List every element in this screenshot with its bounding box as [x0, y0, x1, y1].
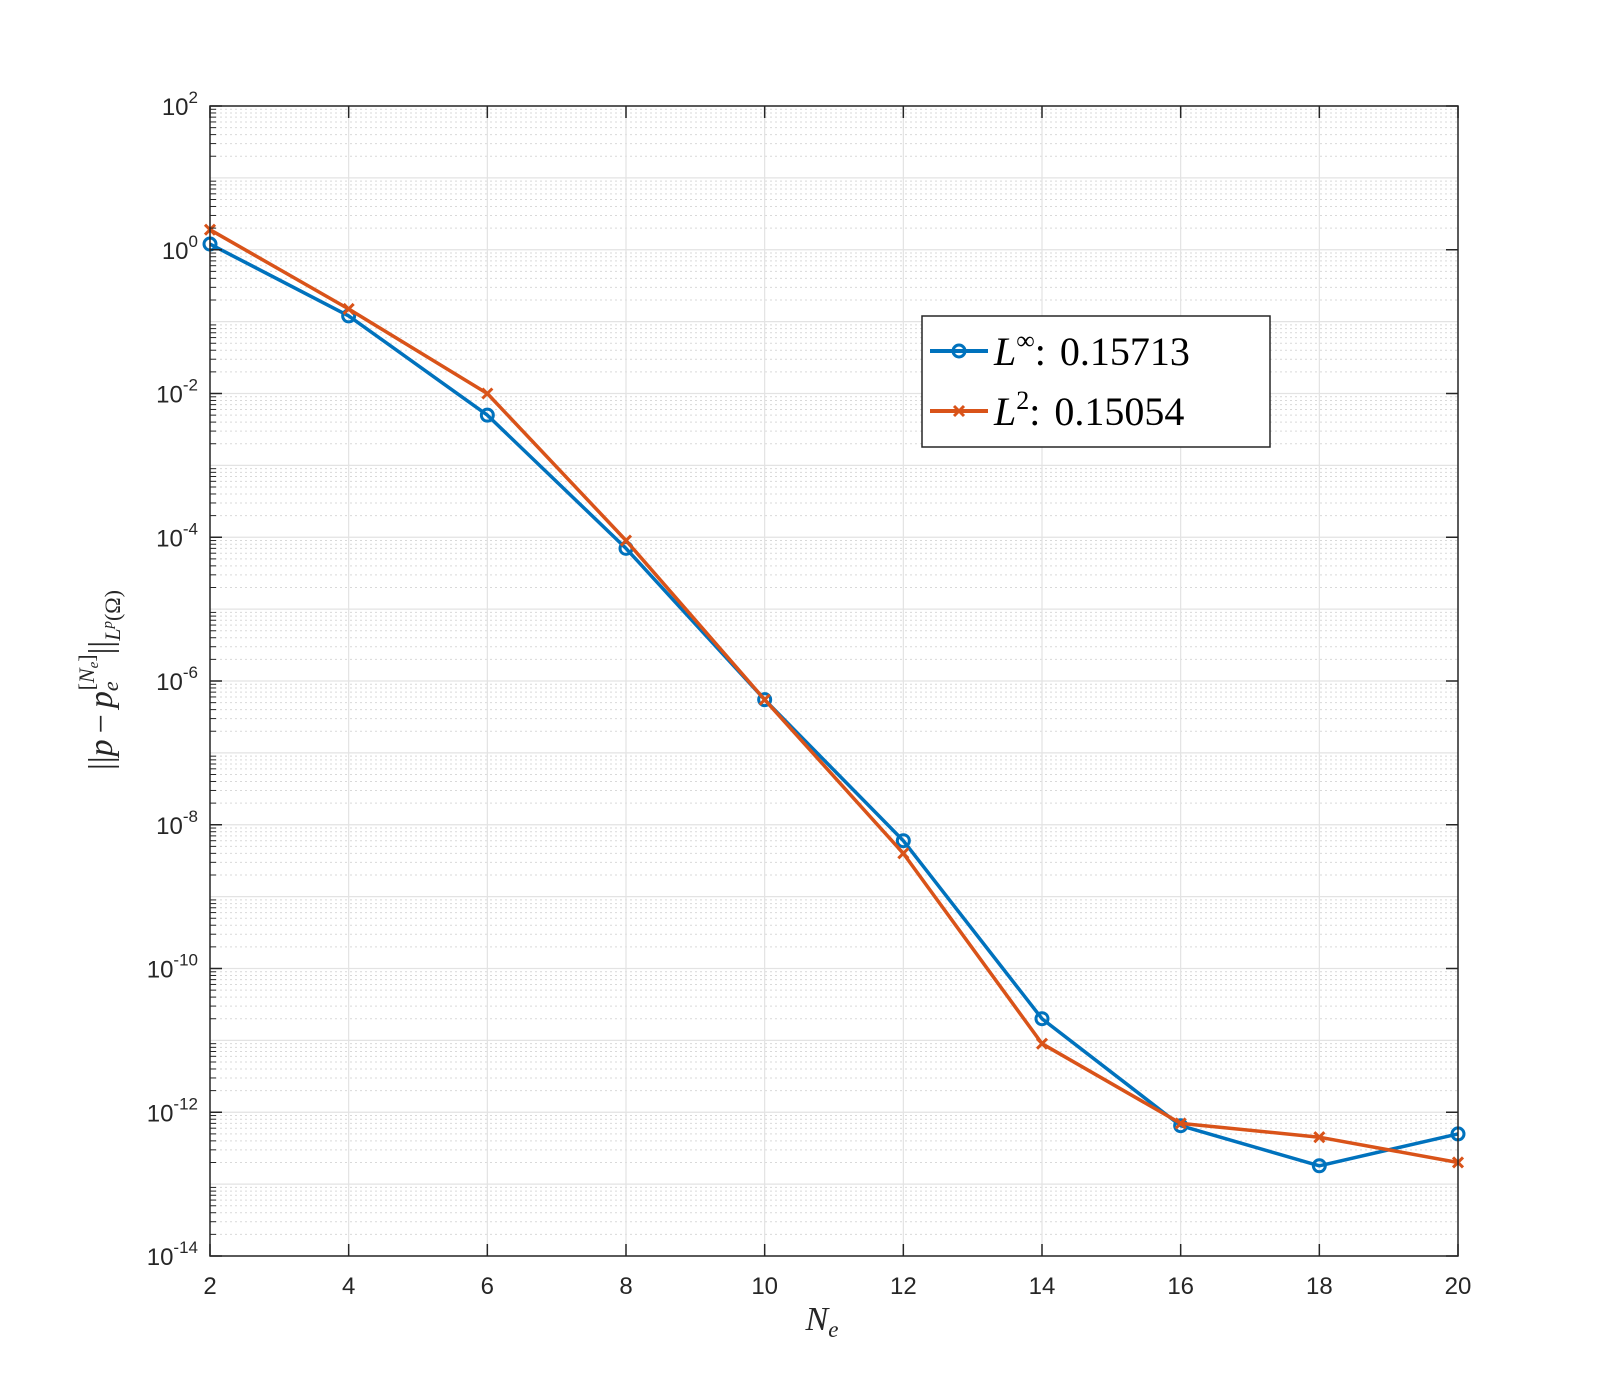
y-tick-base: 10: [162, 238, 189, 265]
y-tick-label: 10-4: [156, 519, 198, 552]
x-tick-label: 10: [751, 1273, 778, 1300]
y-tick-label: 102: [162, 88, 198, 121]
data-point-circle: [479, 407, 495, 423]
data-point-circle: [1311, 1158, 1327, 1174]
legend-l2-symbol: L: [993, 389, 1016, 434]
y-tick-base: 10: [147, 957, 174, 984]
x-axis-label: Ne: [805, 1301, 839, 1342]
data-point-x: [1035, 1037, 1049, 1050]
y-label-sup-N: N: [74, 667, 99, 684]
series-0: [202, 236, 1466, 1174]
x-tick-label: 20: [1445, 1273, 1472, 1300]
legend: L∞: 0.15713 L2: 0.15054: [921, 315, 1271, 448]
legend-box: [921, 315, 1271, 448]
data-point-x: [481, 387, 494, 400]
y-tick-base: 10: [162, 94, 189, 121]
data-point-circle: [757, 692, 773, 708]
series-line: [209, 228, 1459, 1165]
x-tick-label: 14: [1029, 1273, 1056, 1300]
y-tick-base: 10: [147, 1244, 174, 1271]
legend-marker-circle: [951, 343, 967, 359]
y-label-bracket-open: [: [74, 683, 99, 690]
legend-linf-colon: :: [1035, 329, 1046, 374]
x-tick-label: 12: [890, 1273, 917, 1300]
data-point-x: [342, 302, 355, 316]
series-line: [209, 242, 1459, 1168]
y-tick-exponent: 0: [189, 232, 198, 251]
y-label-bracket-close: ]: [74, 654, 99, 661]
legend-entry-linf: L∞: 0.15713: [930, 326, 1190, 374]
legend-l2-sup: 2: [1016, 386, 1029, 415]
data-point-x: [619, 534, 633, 547]
y-tick-label: 10-12: [147, 1094, 198, 1127]
y-label-pe-sub: e: [98, 681, 123, 691]
y-tick-base: 10: [156, 813, 183, 840]
y-tick-exponent: -4: [183, 519, 198, 538]
y-tick-exponent: -6: [183, 663, 198, 682]
y-tick-label: 10-14: [147, 1238, 198, 1271]
legend-label-linf: L∞: 0.15713: [993, 326, 1190, 374]
legend-linf-value: 0.15713: [1060, 329, 1190, 374]
y-label-sup-sub: e: [86, 661, 102, 668]
y-tick-exponent: -12: [173, 1094, 198, 1113]
y-tick-base: 10: [147, 1100, 174, 1127]
series-layer: [202, 223, 1466, 1174]
y-tick-exponent: 2: [189, 88, 198, 107]
data-point-x: [897, 847, 910, 860]
data-point-circle: [1034, 1011, 1050, 1027]
x-tick-label: 2: [203, 1273, 216, 1300]
legend-l2-value: 0.15054: [1054, 389, 1184, 434]
x-tick-label: 16: [1167, 1273, 1194, 1300]
ticks: 2 4 6 8 10 12 14 16 18 2010210010-210-410-610-810…: [147, 88, 1472, 1300]
legend-linf-sup: ∞: [1016, 326, 1035, 355]
y-tick-exponent: -8: [183, 807, 198, 826]
x-tick-label: 18: [1306, 1273, 1333, 1300]
legend-l2-colon: :: [1029, 389, 1040, 434]
y-tick-exponent: -14: [173, 1238, 198, 1257]
x-axis-label-base: N: [805, 1301, 831, 1338]
y-tick-label: 10-2: [156, 376, 198, 409]
y-axis-label: ||p−pe[Ne]||Lp(Ω): [74, 590, 125, 770]
y-label-pe: p: [83, 691, 120, 710]
legend-entry-l2: L2: 0.15054: [930, 386, 1184, 434]
data-point-x: [1313, 1131, 1326, 1144]
x-tick-label: 8: [619, 1273, 632, 1300]
x-tick-label: 4: [342, 1273, 355, 1300]
y-label-norm-open: ||: [83, 756, 120, 770]
y-tick-exponent: -10: [173, 951, 198, 970]
y-tick-label: 100: [162, 232, 198, 265]
data-point-circle: [895, 833, 911, 849]
data-point-x: [1174, 1117, 1187, 1130]
y-label-norm-close: ||: [83, 641, 120, 655]
y-tick-label: 10-6: [156, 663, 198, 696]
y-tick-label: 10-8: [156, 807, 198, 840]
y-tick-base: 10: [156, 382, 183, 409]
y-label-sub-p: p: [100, 621, 116, 630]
x-axis-label-sub: e: [828, 1317, 838, 1342]
legend-linf-symbol: L: [993, 329, 1016, 374]
y-label-sub-omega: (Ω): [100, 590, 125, 621]
y-label-p: p: [83, 739, 120, 758]
y-label-sub-L: L: [100, 629, 125, 642]
y-label-minus: −: [83, 714, 120, 733]
legend-marker-x: [952, 404, 966, 418]
y-tick-base: 10: [156, 669, 183, 696]
legend-label-l2: L2: 0.15054: [993, 386, 1184, 434]
y-tick-exponent: -2: [183, 376, 198, 395]
y-tick-label: 10-10: [147, 951, 198, 984]
y-tick-base: 10: [156, 525, 183, 552]
data-point-x: [758, 693, 771, 706]
x-tick-label: 6: [481, 1273, 494, 1300]
